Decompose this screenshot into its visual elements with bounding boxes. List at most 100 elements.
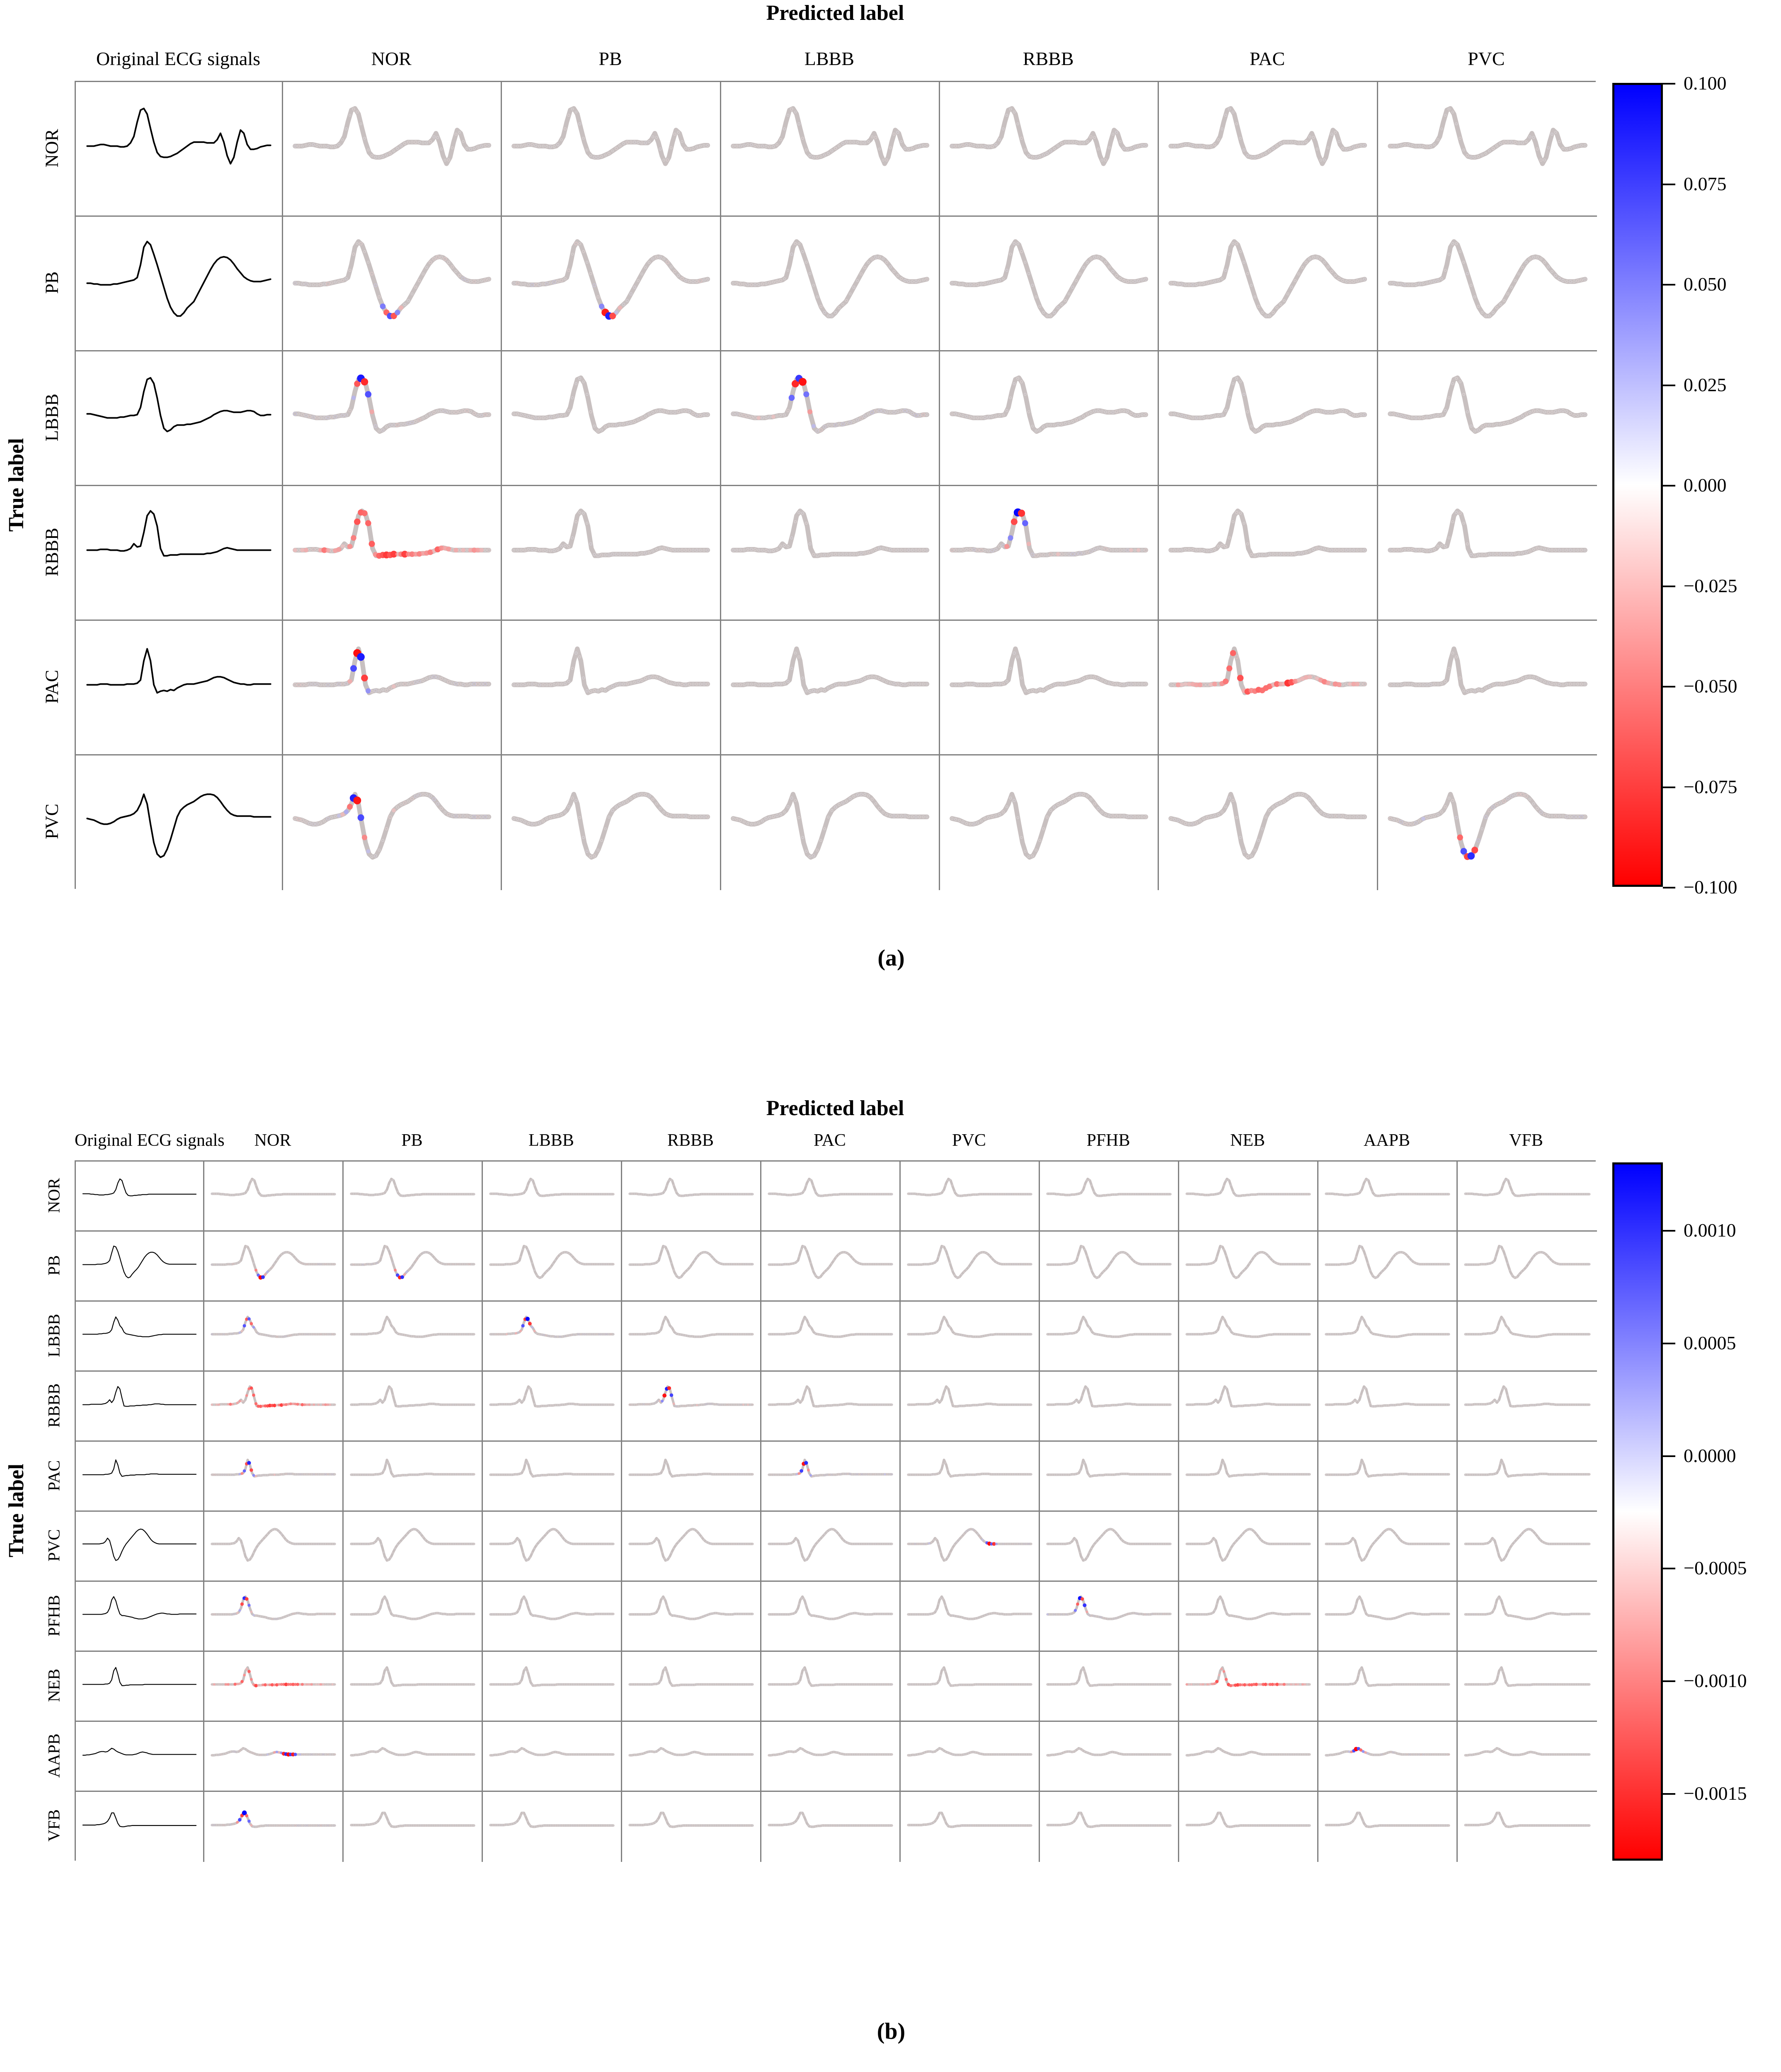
attribution-cell-pac-nor: [283, 621, 502, 755]
row-header-pac: PAC: [44, 1460, 63, 1491]
attribution-cell-rbbb-nor: [283, 486, 502, 621]
attribution-cell-pac-pac: [761, 1442, 901, 1512]
column-header-rbbb: RBBB: [1023, 48, 1074, 69]
colorbar-tick-label: 0.0000: [1684, 1445, 1736, 1466]
colorbar-tick-label: −0.0015: [1684, 1782, 1747, 1804]
attribution-cell-lbbb-pfhb: [1040, 1302, 1179, 1372]
panel-b-true-label-title: True label: [5, 1464, 28, 1557]
attribution-cell-rbbb-pvc: [901, 1372, 1040, 1442]
attribution-cell-pac-nor: [204, 1442, 344, 1512]
panel-a-grid: [75, 81, 1597, 890]
colorbar-tick: [1663, 1680, 1675, 1682]
attribution-cell-pac-vfb: [1458, 1442, 1597, 1512]
panel-a-caption: (a): [877, 945, 905, 971]
column-header-rbbb: RBBB: [667, 1131, 714, 1150]
original-signal-cell-neb: [76, 1652, 204, 1722]
colorbar-tick: [1663, 786, 1675, 788]
attribution-cell-pac-rbbb: [940, 621, 1159, 755]
attribution-cell-nor-aapb: [1318, 1162, 1458, 1232]
row-header-lbbb: LBBB: [44, 1314, 63, 1357]
original-signal-cell-pvc: [76, 755, 283, 890]
attribution-cell-nor-pac: [1159, 82, 1378, 217]
attribution-cell-pb-pb: [344, 1232, 483, 1302]
attribution-cell-neb-aapb: [1318, 1652, 1458, 1722]
row-header-nor: NOR: [44, 1178, 63, 1213]
colorbar-tick-label: 0.000: [1684, 474, 1727, 496]
attribution-cell-pvc-pb: [344, 1512, 483, 1582]
attribution-cell-vfb-pb: [344, 1792, 483, 1862]
attribution-cell-pac-lbbb: [721, 621, 940, 755]
original-signal-cell-pac: [76, 621, 283, 755]
row-header-rbbb: RBBB: [41, 528, 62, 577]
colorbar-tick: [1663, 1342, 1675, 1344]
row-header-pvc: PVC: [41, 804, 62, 840]
column-header-original-ecg-signals: Original ECG signals: [96, 48, 261, 69]
panel-a-colorbar: 0.100 0.075 0.050 0.025 0.000 −0.025 −0.050 −0.…: [1612, 73, 1778, 898]
original-signal-cell-lbbb: [76, 351, 283, 486]
attribution-cell-aapb-rbbb: [622, 1722, 761, 1792]
attribution-cell-pfhb-rbbb: [622, 1582, 761, 1652]
attribution-cell-lbbb-rbbb: [940, 351, 1159, 486]
attribution-cell-lbbb-aapb: [1318, 1302, 1458, 1372]
attribution-cell-vfb-aapb: [1318, 1792, 1458, 1862]
colorbar-tick: [1663, 485, 1675, 487]
attribution-cell-rbbb-lbbb: [721, 486, 940, 621]
attribution-cell-neb-lbbb: [483, 1652, 622, 1722]
attribution-cell-lbbb-pvc: [1378, 351, 1597, 486]
attribution-cell-pb-pfhb: [1040, 1232, 1179, 1302]
row-header-pfhb: PFHB: [44, 1595, 63, 1636]
attribution-cell-pb-lbbb: [483, 1232, 622, 1302]
attribution-cell-vfb-neb: [1179, 1792, 1318, 1862]
attribution-cell-pac-neb: [1179, 1442, 1318, 1512]
attribution-cell-nor-vfb: [1458, 1162, 1597, 1232]
attribution-cell-rbbb-pb: [502, 486, 721, 621]
attribution-cell-nor-neb: [1179, 1162, 1318, 1232]
colorbar-tick-label: −0.0010: [1684, 1670, 1747, 1692]
attribution-cell-pac-pb: [344, 1442, 483, 1512]
row-header-rbbb: RBBB: [44, 1383, 63, 1428]
attribution-cell-pb-pac: [1159, 217, 1378, 351]
attribution-cell-rbbb-neb: [1179, 1372, 1318, 1442]
original-signal-cell-lbbb: [76, 1302, 204, 1372]
attribution-cell-aapb-vfb: [1458, 1722, 1597, 1792]
colorbar-tick-label: 0.025: [1684, 374, 1727, 395]
attribution-cell-nor-pb: [344, 1162, 483, 1232]
colorbar-tick-label: −0.025: [1684, 575, 1737, 596]
attribution-cell-nor-pfhb: [1040, 1162, 1179, 1232]
column-header-pb: PB: [401, 1131, 423, 1150]
attribution-cell-pvc-vfb: [1458, 1512, 1597, 1582]
attribution-cell-aapb-nor: [204, 1722, 344, 1792]
original-signal-cell-pac: [76, 1442, 204, 1512]
attribution-cell-rbbb-lbbb: [483, 1372, 622, 1442]
panel-b-colorbar: 0.0010 0.0005 0.0000 −0.0005 −0.0010 −0.0015: [1612, 1162, 1778, 1861]
attribution-cell-pb-aapb: [1318, 1232, 1458, 1302]
row-header-pac: PAC: [41, 670, 62, 704]
attribution-cell-pvc-lbbb: [483, 1512, 622, 1582]
attribution-cell-pb-rbbb: [622, 1232, 761, 1302]
attribution-cell-pfhb-pfhb: [1040, 1582, 1179, 1652]
attribution-cell-lbbb-rbbb: [622, 1302, 761, 1372]
attribution-cell-rbbb-vfb: [1458, 1372, 1597, 1442]
attribution-cell-nor-nor: [283, 82, 502, 217]
column-header-pvc: PVC: [952, 1131, 986, 1150]
original-signal-cell-pvc: [76, 1512, 204, 1582]
attribution-cell-rbbb-rbbb: [940, 486, 1159, 621]
colorbar-tick-label: 0.0010: [1684, 1220, 1736, 1241]
attribution-cell-rbbb-aapb: [1318, 1372, 1458, 1442]
attribution-cell-lbbb-neb: [1179, 1302, 1318, 1372]
colorbar-tick-label: 0.0005: [1684, 1332, 1736, 1353]
attribution-cell-lbbb-pvc: [901, 1302, 1040, 1372]
attribution-cell-aapb-pfhb: [1040, 1722, 1179, 1792]
original-signal-cell-aapb: [76, 1722, 204, 1792]
attribution-cell-pfhb-pvc: [901, 1582, 1040, 1652]
column-header-lbbb: LBBB: [528, 1131, 574, 1150]
panel-a-true-label-title: True label: [5, 438, 28, 532]
attribution-cell-nor-pvc: [901, 1162, 1040, 1232]
column-header-neb: NEB: [1230, 1131, 1265, 1150]
row-header-pvc: PVC: [44, 1529, 63, 1562]
attribution-cell-rbbb-pb: [344, 1372, 483, 1442]
colorbar-tick-label: −0.050: [1684, 675, 1737, 697]
column-header-original-ecg-signals: Original ECG signals: [75, 1131, 225, 1150]
attribution-cell-nor-pb: [502, 82, 721, 217]
colorbar-tick: [1663, 1455, 1675, 1457]
